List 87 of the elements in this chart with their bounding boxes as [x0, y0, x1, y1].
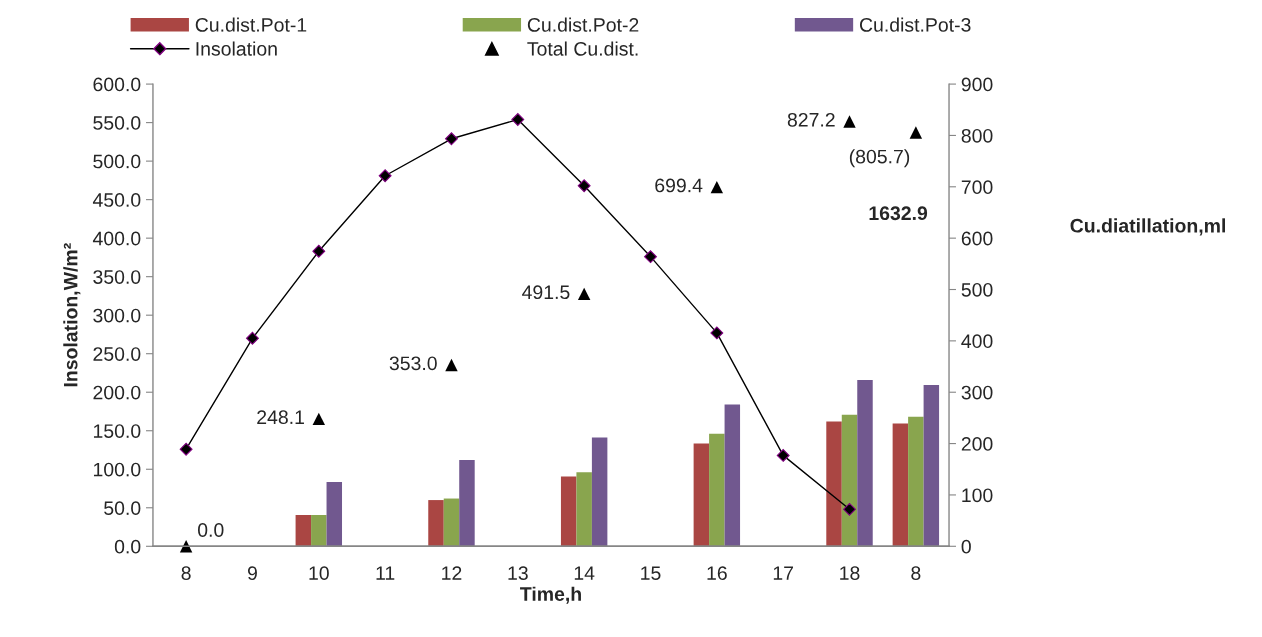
point: [776, 448, 790, 462]
bar: [826, 421, 842, 547]
bar: [428, 500, 444, 547]
point: [843, 502, 856, 516]
legend-label: Cu.dist.Pot-2: [527, 17, 639, 32]
y-tick-label: 150.0: [93, 424, 141, 438]
y2-tick-label: 400: [961, 334, 993, 349]
bar: [857, 379, 873, 547]
y2-tick-label: 900: [961, 77, 993, 92]
bar: [443, 498, 460, 547]
bar: [923, 385, 940, 547]
point: [710, 326, 724, 340]
point: [445, 132, 458, 146]
legend-label: Cu.dist.Pot-1: [195, 17, 307, 32]
y-tick-label: 0.0: [114, 539, 141, 554]
y-tick-label: 300.0: [93, 308, 141, 323]
x-axis-title: Time,h: [520, 586, 581, 604]
point: [843, 115, 856, 128]
y-tick-label: 200.0: [93, 385, 141, 400]
bar: [693, 443, 710, 547]
x-tick-label: 10: [309, 566, 329, 581]
y2-tick-label: 700: [961, 180, 993, 195]
point: [445, 358, 458, 372]
bar: [560, 476, 577, 547]
bar: [326, 482, 343, 547]
y2-tick-label: 600: [961, 231, 993, 246]
data-label: 248.1: [257, 410, 304, 425]
x-tick-label: 13: [508, 566, 528, 581]
y2-tick-label: 0: [961, 539, 971, 554]
point: [511, 113, 525, 126]
point: [644, 250, 657, 264]
y-tick-label: 600.0: [93, 77, 141, 92]
legend-label: Cu.dist.Pot-3: [859, 17, 971, 32]
x-tick-label: 8: [911, 566, 921, 581]
y2-tick-label: 200: [961, 437, 993, 451]
bar: [908, 416, 924, 547]
bar: [311, 514, 327, 547]
x-tick-label: 12: [442, 566, 462, 580]
x-tick-label: 14: [574, 566, 595, 580]
bar: [576, 472, 592, 547]
y-tick-label: 50.0: [104, 501, 141, 516]
bar: [841, 414, 858, 547]
legend-label: Insolation: [196, 41, 277, 56]
point: [312, 412, 326, 426]
x-tick-label: 18: [840, 566, 860, 581]
x-tick-label: 9: [247, 566, 257, 581]
point: [909, 126, 923, 139]
y2-axis-title: Cu.diatillation,ml: [1070, 218, 1225, 236]
y-tick-label: 400.0: [92, 231, 141, 246]
data-label: 699.4: [655, 178, 703, 193]
point: [577, 287, 591, 301]
y2-tick-label: 100: [962, 488, 993, 503]
x-tick-label: 15: [641, 566, 661, 581]
point: [710, 180, 724, 194]
x-tick-label: 17: [773, 566, 794, 580]
bar: [724, 404, 741, 547]
y2-tick-label: 500: [961, 282, 993, 297]
y2-tick-label: 800: [961, 128, 993, 143]
point: [246, 331, 259, 345]
point: [312, 244, 326, 258]
annotation: 1632.9: [869, 206, 928, 221]
bar: [892, 423, 909, 547]
y-tick-label: 500.0: [93, 154, 141, 169]
point: [179, 442, 193, 456]
bar: [459, 460, 475, 547]
y2-tick-label: 300: [961, 385, 993, 400]
data-label: 491.5: [522, 285, 570, 300]
data-label: 353.0: [389, 356, 437, 371]
y-tick-label: 100.0: [93, 462, 141, 477]
point: [577, 179, 591, 193]
data-label: 0.0: [197, 523, 224, 537]
y-tick-label: 350.0: [93, 270, 141, 284]
bar: [295, 514, 312, 547]
x-tick-label: 11: [376, 566, 395, 580]
point: [179, 540, 193, 553]
bar: [591, 437, 608, 547]
y-tick-label: 450.0: [92, 193, 141, 207]
x-tick-label: 8: [181, 566, 191, 581]
x-tick-label: 16: [707, 566, 727, 581]
data-label: (805.7): [849, 149, 910, 168]
y-tick-label: 250.0: [93, 347, 141, 361]
legend-label: Total Cu.dist.: [527, 41, 638, 56]
bar: [709, 433, 725, 547]
y-tick-label: 550.0: [93, 116, 141, 130]
point: [378, 169, 392, 183]
data-label: 827.2: [787, 112, 835, 127]
y-axis-title: Insolation,W/m²: [63, 243, 81, 387]
